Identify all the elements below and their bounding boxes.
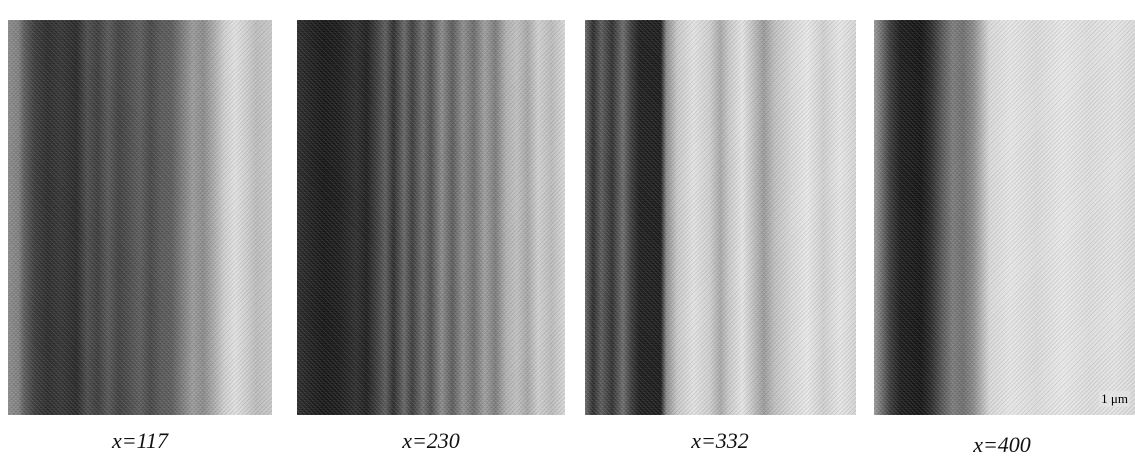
panel-label-4: x=400 [973, 432, 1031, 457]
panel-label-3: x=332 [691, 428, 749, 453]
micrograph-panel-4: 1 μm [874, 20, 1135, 415]
micrograph-panel-3 [585, 20, 856, 415]
panel-label-1: x=117 [112, 428, 168, 453]
micrograph-panel-1 [8, 20, 272, 415]
micrograph-panel-2 [297, 20, 565, 415]
panel-label-2: x=230 [402, 428, 460, 453]
scale-bar-label: 1 μm [1099, 391, 1130, 407]
